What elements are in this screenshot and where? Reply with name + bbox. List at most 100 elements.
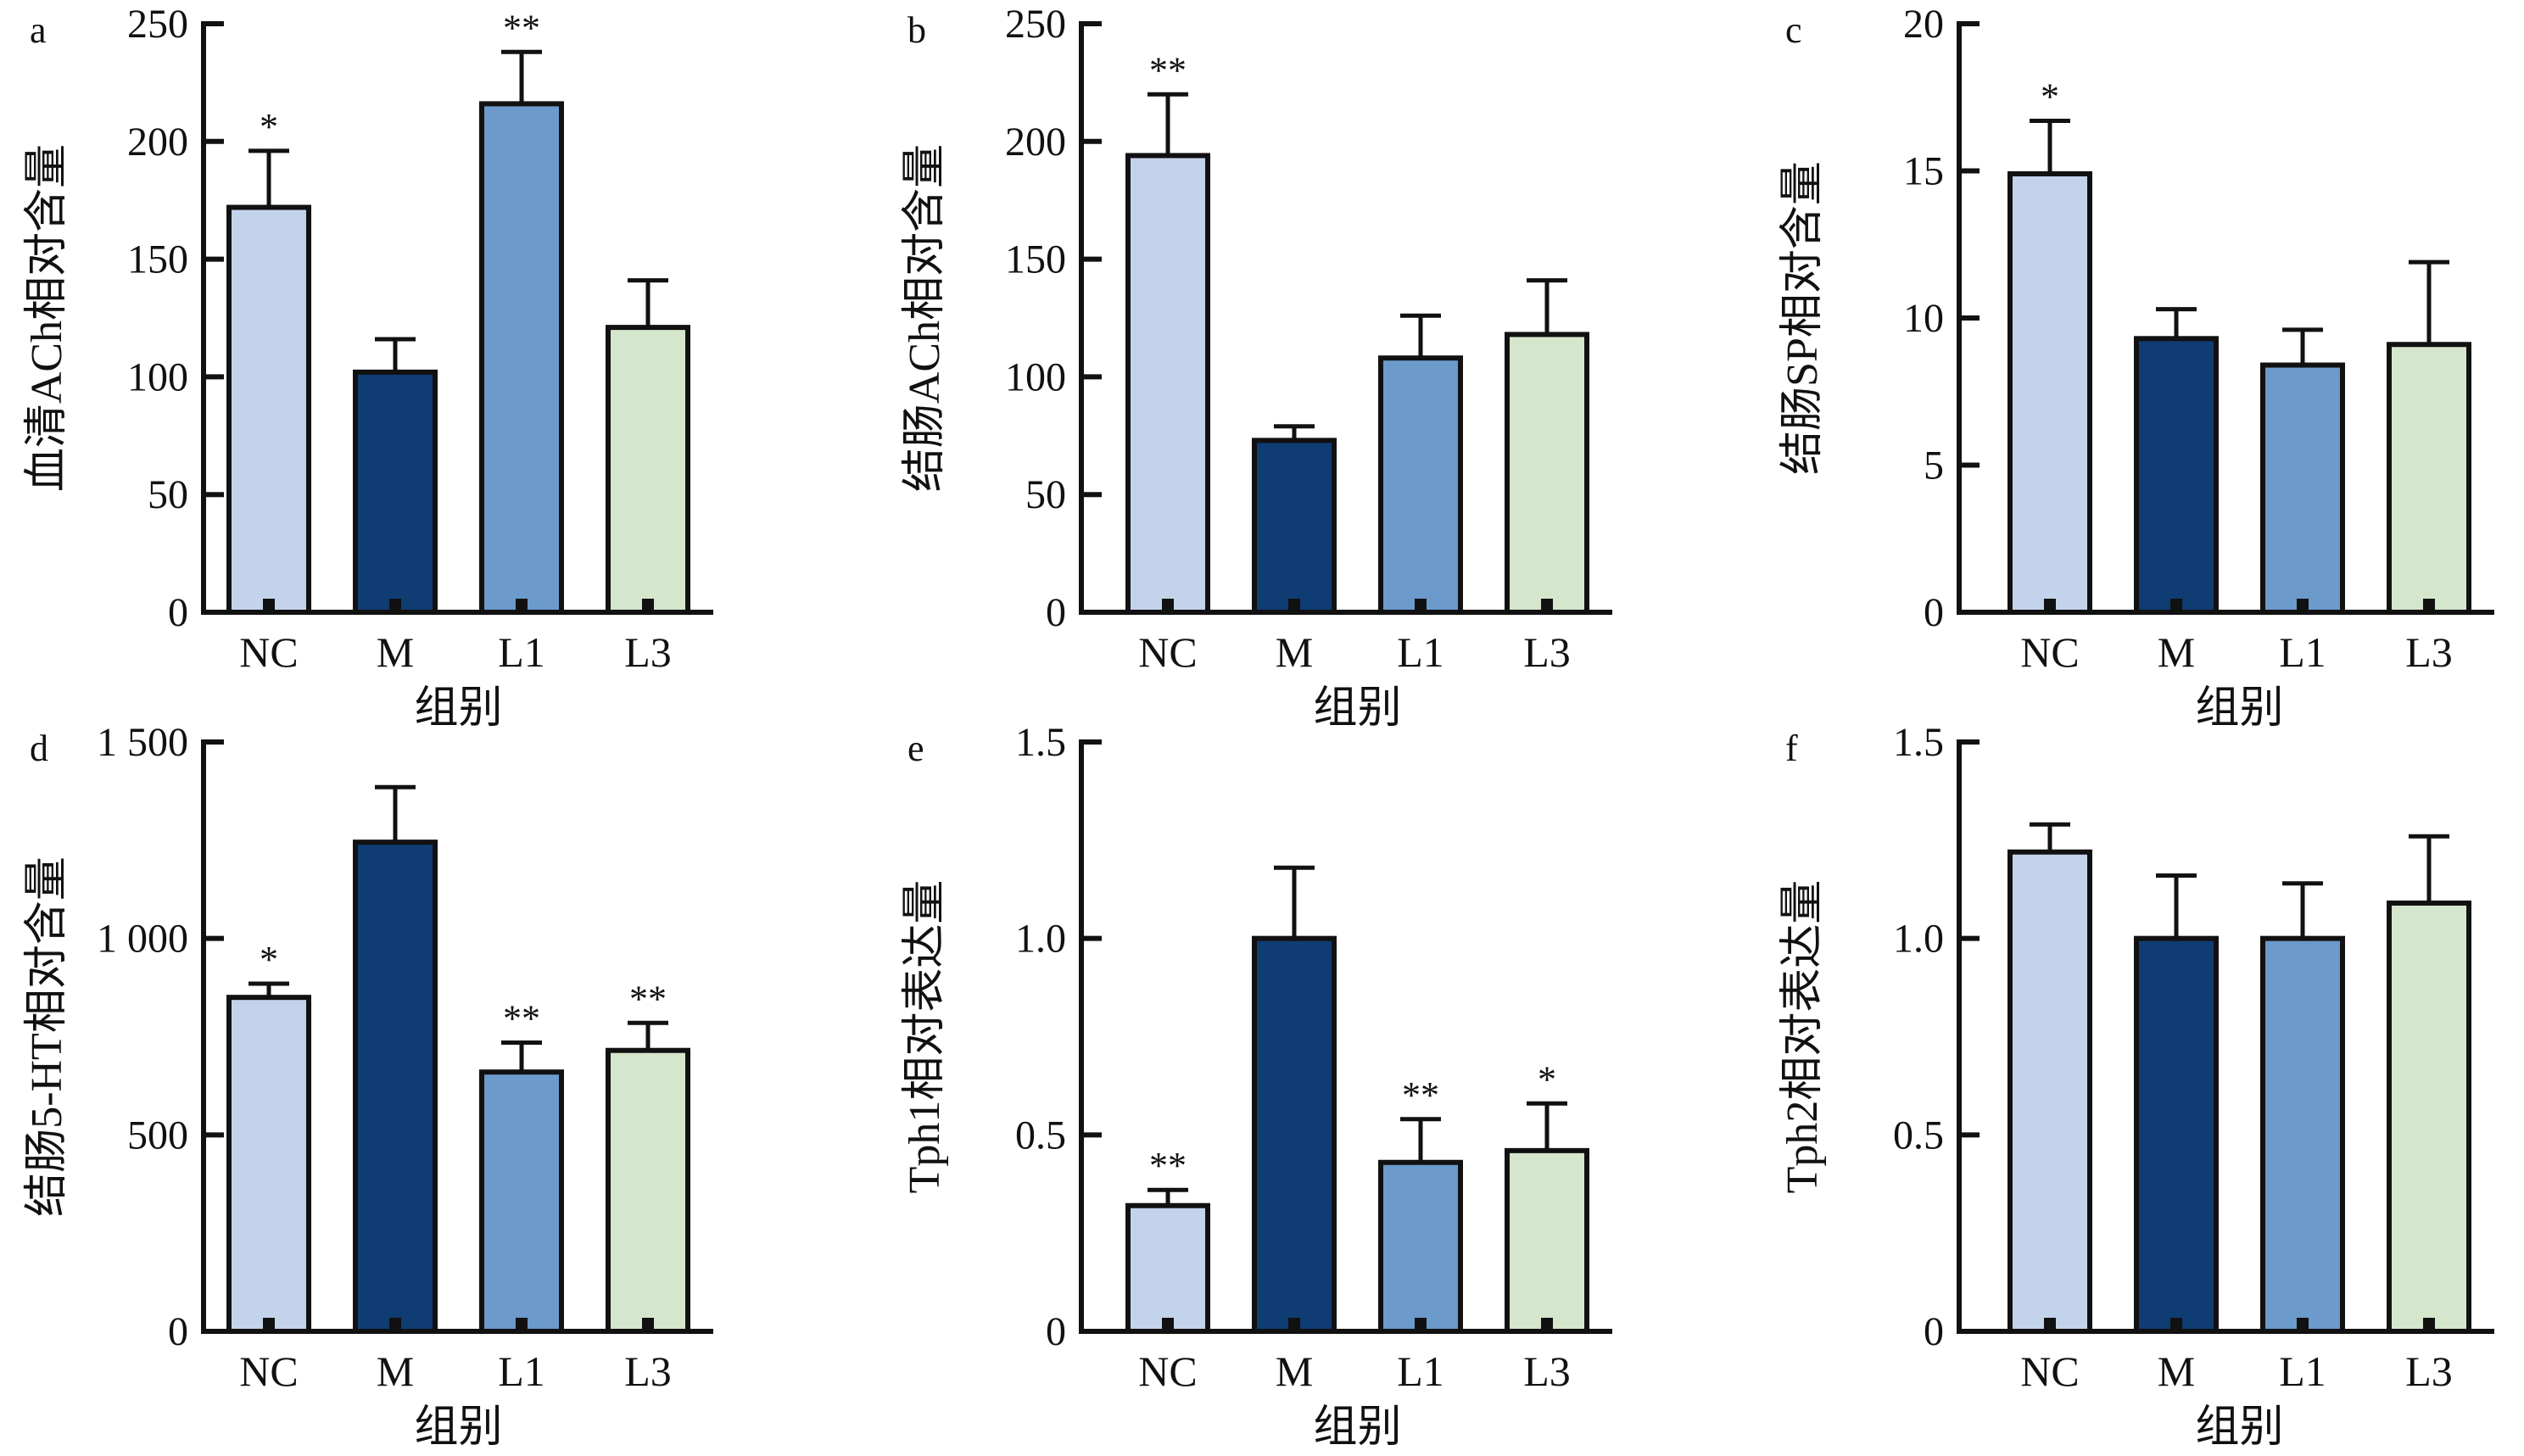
significance-marker: *: [260, 939, 278, 980]
x-axis-title: 组别: [1313, 1403, 1401, 1452]
y-tick-label: 150: [1005, 237, 1066, 282]
x-tick-label: NC: [2020, 628, 2079, 676]
x-axis-title: 组别: [414, 1403, 502, 1452]
significance-marker: **: [1149, 1145, 1187, 1186]
x-tick-label: L3: [624, 628, 672, 676]
bar-base-marker: [2170, 1318, 2182, 1331]
y-tick-label: 0.5: [1893, 1113, 1944, 1158]
y-tick-label: 5: [1924, 443, 1944, 488]
bar-L1: [479, 1069, 564, 1334]
y-tick-label: 1 000: [97, 917, 188, 962]
bar-NC: [2007, 849, 2092, 1334]
bar-base-marker: [642, 1318, 654, 1331]
y-tick-label: 1.0: [1893, 917, 1944, 962]
x-tick-label: L3: [1523, 628, 1571, 676]
x-tick-label: L3: [1523, 1347, 1571, 1395]
bar-L3: [2387, 900, 2471, 1334]
panel-letter: c: [1785, 9, 1802, 51]
x-tick-label: L3: [2405, 1347, 2453, 1395]
bar-L1: [479, 101, 564, 616]
x-tick-label: L1: [2279, 1347, 2326, 1395]
bar-L1: [2260, 935, 2345, 1334]
bar-L1: [1378, 1159, 1463, 1335]
significance-marker: **: [503, 7, 540, 48]
panel-a: a 0 50 100 150 200 250 血清ACh相对含量 * NC M ** L1 L3 组别: [23, 2, 713, 733]
bar-NC: [2007, 170, 2092, 616]
x-tick-label: NC: [239, 628, 298, 676]
x-tick-label: NC: [2020, 1347, 2079, 1395]
x-tick-label: M: [377, 1347, 414, 1395]
panel-letter: f: [1785, 728, 1798, 769]
y-tick-label: 0: [168, 590, 188, 635]
bar-base-marker: [389, 1318, 401, 1331]
y-tick-label: 1 500: [97, 720, 188, 765]
significance-marker: *: [260, 106, 278, 148]
bar-L1: [1378, 355, 1463, 615]
bar-L3: [606, 325, 690, 615]
panel-c: c 0 5 10 15 20 结肠SP相对含量 * NC M L1 L3 组别: [1779, 2, 2494, 733]
bar-base-marker: [2297, 1318, 2309, 1331]
significance-marker: **: [1149, 49, 1187, 91]
y-tick-label: 0: [1046, 1309, 1066, 1354]
y-tick-label: 0: [1924, 1309, 1944, 1354]
bar-M: [2134, 935, 2219, 1334]
bar-base-marker: [1541, 599, 1553, 612]
bar-NC: [226, 204, 311, 615]
bar-base-marker: [1415, 1318, 1427, 1331]
bar-base-marker: [1415, 599, 1427, 612]
y-tick-label: 250: [1005, 2, 1066, 47]
x-tick-label: NC: [1138, 628, 1197, 676]
panel-f: f 0 0.5 1.0 1.5 Tph2相对表达量 NC M L1 L3 组别: [1779, 720, 2494, 1452]
panel-letter: b: [907, 9, 926, 51]
x-tick-label: L1: [1397, 1347, 1444, 1395]
bar-base-marker: [2044, 1318, 2056, 1331]
bar-base-marker: [2170, 599, 2182, 612]
y-tick-label: 150: [127, 237, 188, 282]
x-tick-label: M: [2158, 1347, 2195, 1395]
bar-L3: [1505, 1147, 1589, 1335]
y-axis-title: 血清ACh相对含量: [23, 144, 71, 492]
x-tick-label: L1: [498, 1347, 545, 1395]
bar-NC: [1125, 153, 1210, 615]
x-tick-label: L1: [2279, 628, 2326, 676]
y-tick-label: 10: [1903, 296, 1944, 341]
bar-L3: [2387, 342, 2471, 615]
x-tick-label: M: [2158, 628, 2195, 676]
x-tick-label: M: [1276, 628, 1313, 676]
y-tick-label: 100: [1005, 354, 1066, 399]
bar-base-marker: [263, 599, 275, 612]
bar-base-marker: [516, 599, 528, 612]
significance-marker: *: [2041, 76, 2059, 118]
y-tick-label: 0: [1924, 590, 1944, 635]
x-tick-label: M: [1276, 1347, 1313, 1395]
bar-base-marker: [263, 1318, 275, 1331]
x-tick-label: M: [377, 628, 414, 676]
bar-base-marker: [2423, 1318, 2435, 1331]
y-tick-label: 1.0: [1015, 917, 1066, 962]
y-axis-title: Tph2相对表达量: [1779, 880, 1827, 1194]
x-tick-label: L3: [2405, 628, 2453, 676]
bar-base-marker: [642, 599, 654, 612]
panel-b: b 0 50 100 150 200 250 结肠ACh相对含量 ** NC M L1 L3 组别: [901, 2, 1612, 733]
y-tick-label: 0: [168, 1309, 188, 1354]
x-tick-label: L1: [1397, 628, 1444, 676]
bar-base-marker: [2423, 599, 2435, 612]
bar-M: [353, 369, 438, 615]
panel-e: e 0 0.5 1.0 1.5 Tph1相对表达量 ** NC M ** L1 * L3 组别: [901, 720, 1612, 1452]
bar-base-marker: [2297, 599, 2309, 612]
bar-NC: [226, 995, 311, 1334]
x-axis-title: 组别: [414, 684, 502, 733]
panel-letter: a: [30, 9, 47, 51]
significance-marker: **: [1402, 1074, 1439, 1116]
x-axis-title: 组别: [2195, 684, 2283, 733]
bar-M: [1252, 438, 1337, 615]
y-tick-label: 250: [127, 2, 188, 47]
x-tick-label: NC: [1138, 1347, 1197, 1395]
y-tick-label: 1.5: [1015, 720, 1066, 765]
significance-marker: *: [1538, 1058, 1556, 1100]
bar-base-marker: [1288, 599, 1300, 612]
panel-d: d 0 500 1 000 1 500 结肠5-HT相对含量 * NC M ** L1 ** L3 组别: [23, 720, 713, 1452]
bar-base-marker: [1541, 1318, 1553, 1331]
